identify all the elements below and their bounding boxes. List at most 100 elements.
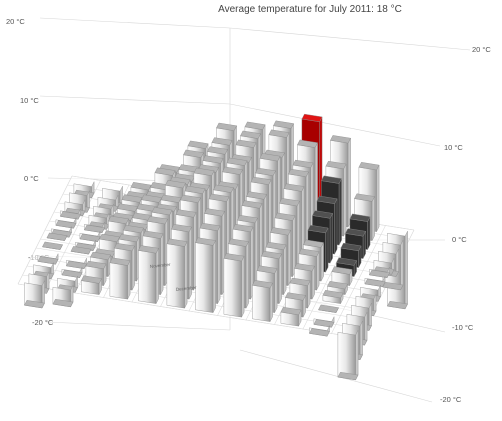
bar-r11-c1	[52, 285, 74, 308]
bar-top-face	[99, 233, 120, 243]
bar-top-face	[195, 237, 216, 246]
bar-top-face	[109, 257, 131, 266]
bar-top-face	[199, 222, 221, 232]
bar-top-face	[198, 164, 219, 173]
bar-side-face	[320, 242, 324, 282]
bar-top-face	[189, 182, 210, 191]
bar-top-face	[118, 233, 140, 243]
bar-top-face	[265, 241, 287, 251]
right-tick-minus20: -20 °C	[440, 395, 462, 404]
bar-top-face	[175, 209, 197, 218]
bar-r7-c0	[42, 241, 63, 250]
bar-side-face	[311, 266, 315, 300]
bar-top-face	[322, 290, 344, 299]
bar-top-face	[337, 371, 359, 381]
left-tick-minus20: -20 °C	[32, 318, 54, 327]
bar-top-face	[279, 198, 300, 207]
bar-top-face	[166, 238, 188, 247]
bar-top-face	[231, 154, 252, 163]
bar-top-face	[226, 157, 248, 166]
bar-top-face	[79, 233, 101, 242]
bar-top-face	[285, 292, 306, 301]
bar-top-face	[241, 200, 263, 209]
bar-r11-c10	[309, 325, 330, 337]
bar-r6-c10	[331, 266, 353, 286]
bar-side-face	[127, 260, 131, 300]
bar-top-face	[327, 281, 348, 290]
bar-top-face	[184, 185, 206, 194]
bar-r6-c0	[46, 232, 68, 241]
bar-r8-c10	[322, 290, 344, 304]
right-tick-20: 20 °C	[472, 45, 491, 54]
bar-r5-c0	[51, 226, 72, 238]
bar-top-face	[297, 139, 318, 148]
bar-top-face	[223, 253, 245, 262]
bar-side-face	[217, 225, 221, 304]
bar-side-face	[245, 241, 249, 309]
bar-top-face	[264, 149, 285, 158]
bar-top-face	[354, 193, 375, 202]
bar-top-face	[60, 211, 81, 220]
bar-side-face	[347, 138, 351, 228]
bar-top-face	[85, 260, 107, 270]
bar-side-face	[355, 330, 359, 380]
bar-r11-c2	[81, 275, 102, 295]
bar-top-face	[187, 140, 209, 149]
bar-side-face	[316, 251, 320, 291]
bar-top-face	[307, 224, 329, 234]
bar-top-face	[288, 168, 309, 178]
bar-top-face	[349, 213, 371, 222]
bar-side-face	[278, 253, 282, 304]
bar-side-face	[155, 248, 159, 304]
bar-top-face	[141, 194, 162, 203]
bar-top-face	[261, 250, 282, 260]
bar-r8-c0	[37, 253, 59, 265]
bar-top-face	[165, 180, 186, 189]
bar-top-face	[171, 223, 192, 233]
bar-top-face	[193, 167, 215, 176]
right-axis-labels: 20 °C 10 °C 0 °C -10 °C -20 °C	[440, 45, 491, 404]
bar-top-face	[313, 319, 335, 328]
grid-line-0	[39, 17, 231, 29]
bar-top-face	[303, 239, 324, 248]
bar-top-face	[294, 263, 315, 272]
bar-top-face	[75, 242, 96, 251]
bar-r3-c1	[88, 213, 110, 230]
grid-line-3	[229, 103, 441, 147]
bar-top-face	[127, 221, 149, 230]
bar-top-face	[211, 137, 233, 146]
bar-front-face	[252, 284, 271, 322]
bar-top-face	[330, 135, 351, 144]
bar-top-face	[222, 166, 243, 175]
bar-side-face	[367, 216, 371, 250]
bar-top-face	[331, 266, 353, 275]
bar-top-face	[274, 212, 296, 221]
bar-r4-c1	[84, 222, 105, 233]
bar-top-face	[387, 300, 408, 310]
bar-side-face	[241, 256, 245, 318]
left-tick-0: 0 °C	[24, 174, 39, 183]
grid-line-9	[239, 349, 433, 403]
bar-top-face	[268, 129, 290, 138]
bar-r10-c10	[313, 316, 335, 328]
right-tick-10: 10 °C	[444, 143, 463, 152]
bar-side-face	[325, 227, 329, 273]
bar-top-face	[114, 242, 135, 252]
bar-top-face	[246, 191, 267, 200]
bar-side-face	[184, 241, 188, 309]
bar-top-face	[325, 160, 347, 170]
bar-r5-c1	[79, 231, 101, 242]
bar-top-face	[84, 224, 105, 233]
bar-top-face	[24, 300, 45, 309]
bar-top-face	[112, 212, 134, 221]
bar-r4-c0	[55, 217, 77, 229]
bar-top-face	[316, 195, 338, 204]
right-tick-0: 0 °C	[452, 235, 467, 244]
bar-top-face	[151, 207, 173, 216]
bar-r11-c9	[280, 306, 302, 327]
bar-top-face	[154, 167, 176, 176]
bar-top-face	[364, 278, 386, 287]
bar-top-face	[250, 176, 272, 185]
bar-top-face	[358, 162, 380, 171]
bar-top-face	[216, 122, 237, 131]
